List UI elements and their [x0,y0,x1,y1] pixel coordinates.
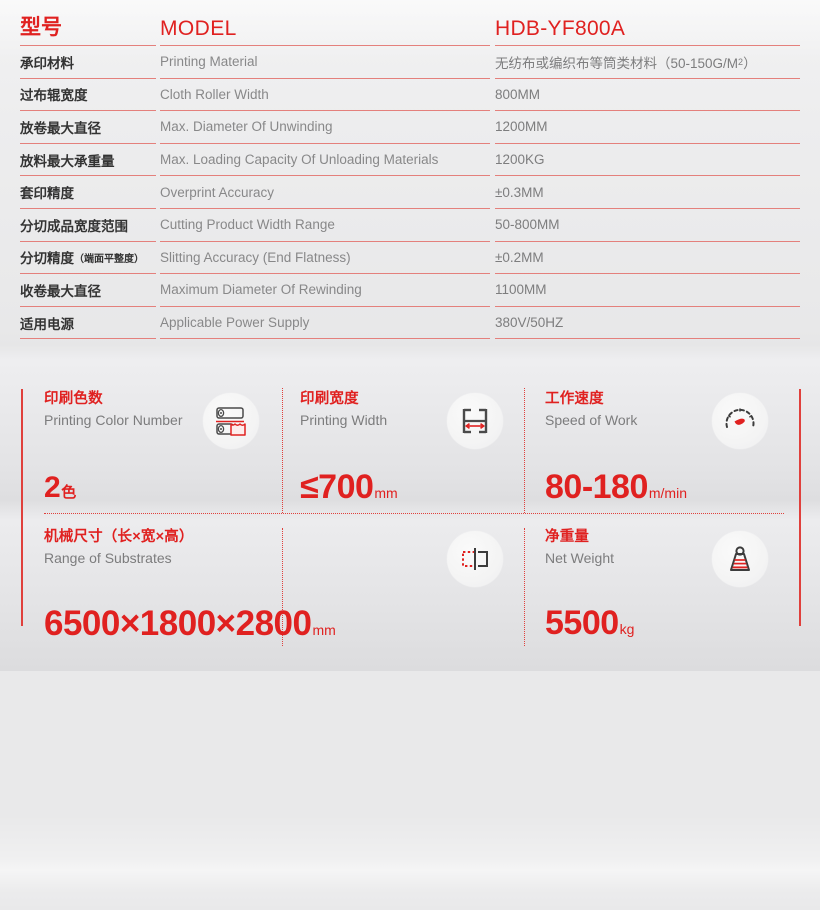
row-label-cn: 适用电源 [20,307,156,340]
row-value: 800MM [495,79,800,112]
card-title-en: Printing Width [300,411,388,428]
width-measure-icon-glyph [462,408,488,434]
card-divider-vertical [524,528,525,646]
card-value-unit: m/min [648,485,687,501]
panel-sheen [0,815,820,910]
row-label-en: Max. Loading Capacity Of Unloading Mater… [160,144,490,177]
speedometer-icon [712,393,768,449]
card-title-cn: 机械尺寸（长×宽×高） [44,529,194,545]
card-value-unit: mm [374,485,398,501]
weight-icon-glyph [730,546,750,571]
weight-icon [712,531,768,587]
card-title-en: Net Weight [545,549,614,566]
card-speed-of-work: 工作速度 Speed of Work 80-180m/min [545,390,775,510]
row-label-cn: 收卷最大直径 [20,274,156,307]
table-header-row: 型号 MODEL HDB-YF800A [0,0,820,46]
card-title-cn: 印刷色数 [44,391,103,407]
card-title-cn: 印刷宽度 [300,391,359,407]
row-label-en: Cloth Roller Width [160,79,490,112]
row-label-cn: 分切精度 （端面平整度） [20,242,156,275]
card-value: 80-180m/min [545,470,687,504]
card-net-weight: 净重量 Net Weight 5500kg [545,528,775,658]
card-value-number: 2 [44,471,61,504]
row-value: 1100MM [495,274,800,307]
specification-table: 型号 MODEL HDB-YF800A 承印材料 Printing Materi… [0,0,820,340]
speedometer-icon-glyph [725,408,755,428]
card-printing-color-number: 印刷色数 Printing Color Number 2色 [44,390,274,510]
dimension-box-icon [447,531,503,587]
left-accent-bar [21,389,23,626]
card-value-unit: 色 [61,484,77,501]
card-divider-horizontal [44,513,784,514]
table-row: 放卷最大直径 Max. Diameter Of Unwinding 1200MM [0,111,820,144]
row-value: 380V/50HZ [495,307,800,340]
table-row: 分切成品宽度范围 Cutting Product Width Range 50-… [0,209,820,242]
row-label-en: Cutting Product Width Range [160,209,490,242]
row-label-en: Slitting Accuracy (End Flatness) [160,242,490,275]
card-title-en: Speed of Work [545,411,638,428]
row-value: 1200MM [495,111,800,144]
right-accent-bar [799,389,801,626]
row-value: 50-800MM [495,209,800,242]
card-value-number: 5500 [545,604,619,642]
highlight-cards-panel: 印刷色数 Printing Color Number 2色 [0,360,820,910]
table-row: 适用电源 Applicable Power Supply 380V/50HZ [0,307,820,340]
row-value: ±0.2MM [495,242,800,275]
card-value-number: 80-180 [545,468,648,506]
header-label-en: MODEL [160,0,490,46]
card-value: 6500×1800×2800mm [44,606,336,641]
row-label-cn: 分切成品宽度范围 [20,209,156,242]
header-model-value: HDB-YF800A [495,0,800,46]
table-row: 分切精度 （端面平整度） Slitting Accuracy (End Flatn… [0,242,820,275]
row-label-en: Printing Material [160,46,490,79]
row-label-cn: 放卷最大直径 [20,111,156,144]
row-label-cn-main: 分切精度 [20,251,74,267]
card-value-number: ≤700 [300,468,374,506]
row-label-en: Max. Diameter Of Unwinding [160,111,490,144]
dimension-box-icon-glyph [462,548,488,570]
row-value: 无纺布或编织布等筒类材料（50-150G/M 2） [495,46,800,79]
row-value: 1200KG [495,144,800,177]
row-label-en: Maximum Diameter Of Rewinding [160,274,490,307]
table-row: 收卷最大直径 Maximum Diameter Of Rewinding 110… [0,274,820,307]
table-row: 放料最大承重量 Max. Loading Capacity Of Unloadi… [0,144,820,177]
card-value: 2色 [44,473,76,503]
table-row: 套印精度 Overprint Accuracy ±0.3MM [0,176,820,209]
row-value-superscript: 2 [738,56,744,67]
width-measure-icon [447,393,503,449]
row-value: ±0.3MM [495,176,800,209]
row-label-cn: 套印精度 [20,176,156,209]
card-title-cn: 工作速度 [545,391,604,407]
row-value-text: 无纺布或编织布等筒类材料（50-150G/M [495,55,739,71]
card-title-en: Printing Color Number [44,411,183,428]
card-divider-vertical [282,528,283,646]
row-value-tail: ） [743,55,757,71]
printing-rollers-icon [203,393,259,449]
card-printing-width: 印刷宽度 Printing Width ≤700mm [300,390,510,510]
row-label-cn: 过布辊宽度 [20,79,156,112]
header-label-cn: 型号 [20,0,156,46]
card-divider-vertical [524,388,525,513]
table-row: 承印材料 Printing Material 无纺布或编织布等筒类材料（50-1… [0,46,820,79]
card-title-cn: 净重量 [545,529,590,545]
card-value: 5500kg [545,606,634,640]
card-title-en: Range of Substrates [44,549,172,566]
row-label-cn: 放料最大承重量 [20,144,156,177]
card-value-unit: kg [619,621,635,637]
row-label-cn: 承印材料 [20,46,156,79]
row-label-cn-note: （端面平整度） [74,253,144,265]
card-value: ≤700mm [300,470,398,504]
printing-rollers-icon-glyph [216,407,246,436]
card-divider-vertical [282,388,283,513]
card-value-unit: mm [312,622,336,638]
table-row: 过布辊宽度 Cloth Roller Width 800MM [0,79,820,112]
card-value-number: 6500×1800×2800 [44,604,312,643]
card-machine-dimensions: 机械尺寸（长×宽×高） Range of Substrates 6500×180… [44,528,503,658]
row-label-en: Applicable Power Supply [160,307,490,340]
row-label-en: Overprint Accuracy [160,176,490,209]
